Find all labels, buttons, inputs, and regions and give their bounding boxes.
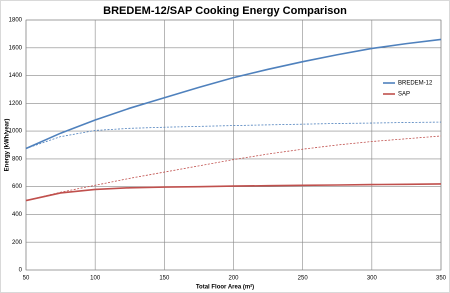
x-tick-label: 350: [436, 276, 447, 282]
y-tick-label: 800: [12, 156, 23, 162]
x-tick-label: 200: [228, 276, 239, 282]
y-tick-label: 1400: [9, 73, 23, 79]
x-tick-label: 300: [367, 276, 378, 282]
y-tick-label: 200: [12, 240, 23, 246]
y-tick-label: 600: [12, 184, 23, 190]
y-axis-label: Energy (kWh/year): [5, 119, 11, 172]
x-tick-label: 150: [159, 276, 170, 282]
dashed-line: [25, 135, 442, 201]
x-tick-label: 100: [90, 276, 101, 282]
legend-label: SAP: [398, 92, 410, 98]
y-tick-label: 1000: [9, 129, 23, 135]
x-tick-label: 50: [23, 276, 30, 282]
line: [25, 38, 442, 150]
y-tick-label: 0: [19, 268, 23, 274]
x-tick-label: 250: [298, 276, 309, 282]
chart-title: BREDEM-12/SAP Cooking Energy Comparison: [103, 5, 347, 17]
x-axis-label: Total Floor Area (m²): [196, 284, 254, 291]
plot-frame: [25, 19, 442, 271]
y-tick-label: 1600: [9, 45, 23, 51]
legend-label: BREDEM-12: [398, 81, 433, 87]
y-tick-label: 1800: [9, 18, 23, 24]
y-tick-label: 1200: [9, 101, 23, 107]
dashed-line: [25, 121, 442, 149]
line: [25, 183, 442, 202]
y-tick-label: 400: [12, 212, 23, 218]
